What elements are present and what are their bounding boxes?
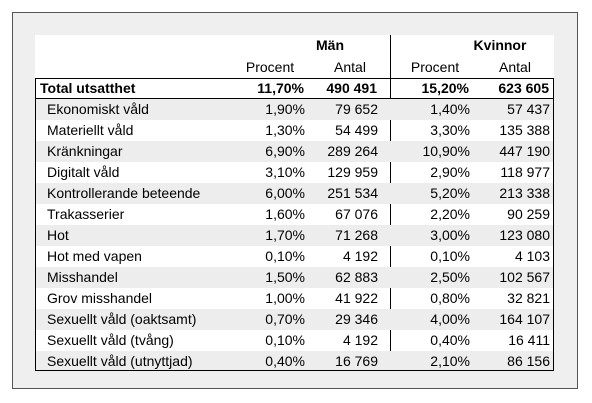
cell-value: 1,90%	[265, 101, 305, 117]
cell-value: 29 346	[335, 311, 378, 327]
column-header: Procent	[410, 59, 460, 75]
cell-value: 0,10%	[265, 248, 305, 264]
column-header: Antal	[334, 59, 366, 75]
cell-value: 2,90%	[430, 164, 470, 180]
cell-value: 118 977	[500, 164, 550, 180]
cell-value: 4 103	[514, 248, 550, 264]
table-body: Total utsatthet 11,70% 490 491 15,20% 623 60…	[35, 78, 554, 372]
cell-value: 213 338	[499, 185, 550, 201]
cell-value: 4 192	[342, 332, 378, 348]
total-row: Total utsatthet 11,70% 490 491 15,20% 623 60…	[35, 78, 554, 99]
cell-value: 2,10%	[430, 353, 470, 369]
cell-value: 102 567	[499, 269, 550, 285]
cell-value: 490 491	[326, 80, 377, 96]
row-label: Hot	[47, 227, 69, 243]
group-header: Kvinnor	[473, 37, 527, 53]
table-row: Misshandel 1,50% 62 883 2,50% 102 567	[35, 267, 554, 288]
cell-value: 32 821	[507, 290, 550, 306]
cell-value: 54 499	[335, 122, 378, 138]
group-header: Män	[316, 37, 344, 53]
cell-value: 0,70%	[265, 311, 305, 327]
row-label: Kontrollerande beteende	[47, 185, 201, 201]
table-row: Digitalt våld 3,10% 129 959 2,90% 118 977	[35, 162, 554, 183]
table-row: Sexuellt våld (oaktsamt) 0,70% 29 346 4,00%…	[35, 309, 554, 330]
cell-value: 4,00%	[430, 311, 470, 327]
table-row: Kontrollerande beteende 6,00% 251 534 5,20%…	[35, 183, 554, 204]
cell-value: 71 268	[335, 227, 378, 243]
cell-value: 90 259	[507, 206, 550, 222]
table-row: Hot 1,70% 71 268 3,00% 123 080	[35, 225, 554, 246]
cell-value: 3,00%	[430, 227, 470, 243]
row-label: Grov misshandel	[47, 290, 153, 306]
cell-value: 6,90%	[265, 143, 305, 159]
row-label: Misshandel	[47, 269, 118, 285]
table-row: Grov misshandel 1,00% 41 922 0,80% 32 821	[35, 288, 554, 309]
cell-value: 0,10%	[430, 248, 470, 264]
row-label: Sexuellt våld (tvång)	[47, 332, 174, 348]
cell-value: 123 080	[499, 227, 550, 243]
cell-value: 3,30%	[430, 122, 470, 138]
table-row: Kränkningar 6,90% 289 264 10,90% 447 190	[35, 141, 554, 162]
row-label: Ekonomiskt våld	[47, 101, 149, 117]
table-row: Hot med vapen 0,10% 4 192 0,10% 4 103	[35, 246, 554, 267]
cell-value: 251 534	[327, 185, 378, 201]
table-row: Ekonomiskt våld 1,90% 79 652 1,40% 57 437	[35, 99, 554, 120]
cell-value: 623 605	[498, 80, 549, 96]
cell-value: 1,30%	[265, 122, 305, 138]
cell-value: 289 264	[327, 143, 378, 159]
row-label: Trakasserier	[47, 206, 125, 222]
cell-value: 6,00%	[265, 185, 305, 201]
table-row: Materiellt våld 1,30% 54 499 3,30% 135 388	[35, 120, 554, 141]
cell-value: 1,00%	[265, 290, 305, 306]
cell-value: 57 437	[507, 101, 550, 117]
column-header: Procent	[245, 59, 295, 75]
cell-value: 0,40%	[430, 332, 470, 348]
cell-value: 0,10%	[265, 332, 305, 348]
cell-value: 15,20%	[421, 80, 469, 96]
row-label: Materiellt våld	[47, 122, 134, 138]
cell-value: 67 076	[335, 206, 378, 222]
table-row: Sexuellt våld (utnyttjad) 0,40% 16 769 2,10…	[35, 351, 554, 372]
cell-value: 1,50%	[265, 269, 305, 285]
row-label: Sexuellt våld (oaktsamt)	[47, 311, 197, 327]
cell-value: 16 769	[335, 353, 378, 369]
table: Män Kvinnor Procent Antal Procent Antal …	[35, 35, 554, 372]
table-row: Trakasserier 1,60% 67 076 2,20% 90 259	[35, 204, 554, 225]
cell-value: 1,40%	[430, 101, 470, 117]
row-label: Kränkningar	[47, 143, 123, 159]
cell-value: 79 652	[335, 101, 378, 117]
cell-value: 164 107	[499, 311, 550, 327]
column-header: Antal	[499, 59, 531, 75]
cell-value: 129 959	[327, 164, 378, 180]
cell-value: 135 388	[499, 122, 550, 138]
row-label: Total utsatthet	[40, 80, 136, 96]
cell-value: 86 156	[507, 353, 550, 369]
cell-value: 0,80%	[430, 290, 470, 306]
cell-value: 11,70%	[257, 80, 304, 96]
cell-value: 2,50%	[430, 269, 470, 285]
cell-value: 447 190	[499, 143, 550, 159]
cell-value: 16 411	[508, 332, 550, 348]
cell-value: 5,20%	[430, 185, 470, 201]
cell-value: 2,20%	[430, 206, 470, 222]
cell-value: 0,40%	[265, 353, 305, 369]
cell-value: 1,70%	[265, 227, 305, 243]
cell-value: 41 922	[335, 290, 378, 306]
row-label: Hot med vapen	[47, 248, 142, 264]
cell-value: 62 883	[335, 269, 378, 285]
cell-value: 10,90%	[422, 143, 470, 159]
row-label: Sexuellt våld (utnyttjad)	[47, 353, 193, 369]
row-label: Digitalt våld	[47, 164, 120, 180]
cell-value: 4 192	[342, 248, 378, 264]
table-row: Sexuellt våld (tvång) 0,10% 4 192 0,40% 16 4…	[35, 330, 554, 351]
cell-value: 3,10%	[265, 164, 305, 180]
cell-value: 1,60%	[265, 206, 305, 222]
